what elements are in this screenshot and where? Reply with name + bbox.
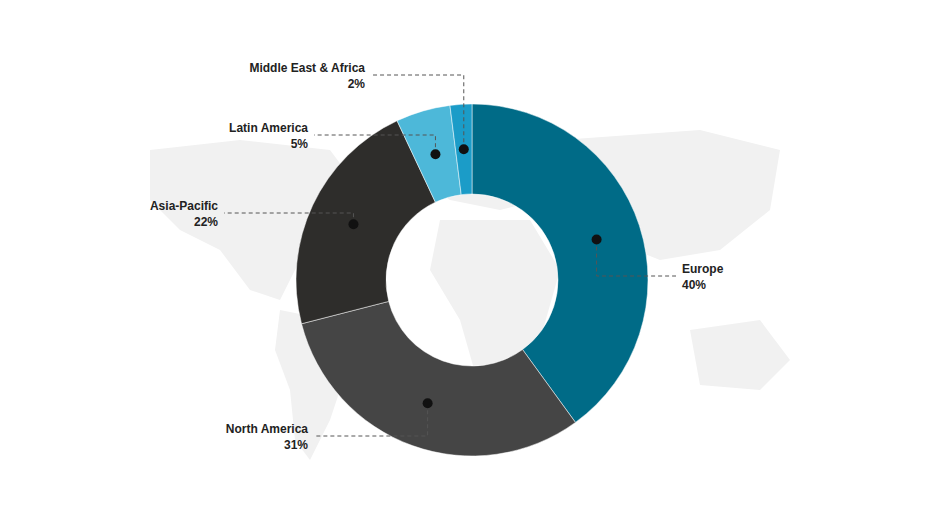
category-label: Asia-Pacific bbox=[150, 199, 218, 213]
data-label: 31% bbox=[284, 438, 308, 452]
slices bbox=[296, 104, 648, 456]
leader-line bbox=[314, 403, 428, 436]
map-shape bbox=[690, 320, 790, 390]
leader-dot bbox=[592, 235, 602, 245]
chart-svg: Europe 40% North America 31% Asia-Pacific 22%… bbox=[0, 0, 925, 521]
data-label: 5% bbox=[291, 137, 309, 151]
leader-dot bbox=[430, 149, 440, 159]
leader-line bbox=[224, 213, 353, 224]
leader-line bbox=[314, 135, 435, 154]
slice bbox=[450, 104, 472, 195]
leader-dot bbox=[348, 219, 358, 229]
category-label: North America bbox=[226, 422, 309, 436]
labels: Europe 40% North America 31% Asia-Pacific 22%… bbox=[150, 61, 724, 452]
data-label: 22% bbox=[194, 215, 218, 229]
category-label: Europe bbox=[682, 262, 724, 276]
data-label: 2% bbox=[348, 77, 366, 91]
slice bbox=[302, 301, 576, 456]
category-label: Middle East & Africa bbox=[249, 61, 365, 75]
leader-line bbox=[371, 75, 464, 149]
leader-line bbox=[597, 240, 676, 276]
leader-dot bbox=[423, 398, 433, 408]
data-label: 40% bbox=[682, 278, 706, 292]
leader-dot bbox=[459, 144, 469, 154]
category-label: Latin America bbox=[229, 121, 308, 135]
